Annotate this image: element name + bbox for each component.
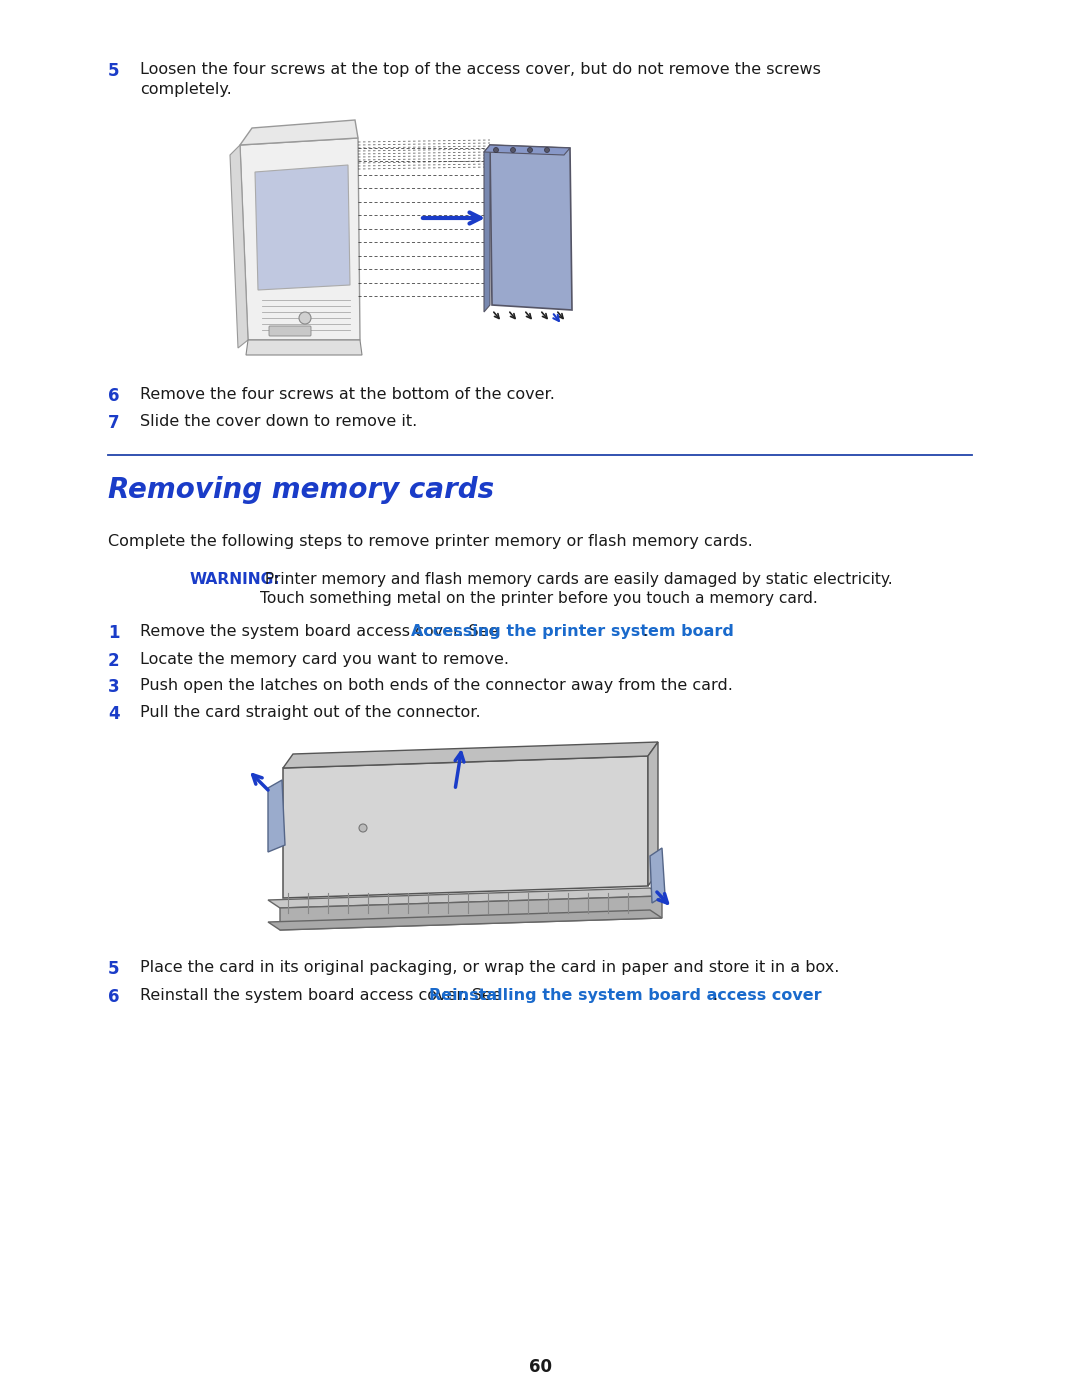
Text: Pull the card straight out of the connector.: Pull the card straight out of the connec… <box>140 705 481 719</box>
Text: Place the card in its original packaging, or wrap the card in paper and store it: Place the card in its original packaging… <box>140 960 839 975</box>
Text: Removing memory cards: Removing memory cards <box>108 476 495 504</box>
Polygon shape <box>230 145 248 348</box>
Text: Complete the following steps to remove printer memory or flash memory cards.: Complete the following steps to remove p… <box>108 534 753 549</box>
Polygon shape <box>255 165 350 291</box>
Polygon shape <box>280 895 662 930</box>
Polygon shape <box>283 742 658 768</box>
Polygon shape <box>240 138 360 339</box>
Polygon shape <box>484 145 570 155</box>
Polygon shape <box>268 909 662 930</box>
Circle shape <box>494 148 499 152</box>
Circle shape <box>299 312 311 324</box>
Text: 6: 6 <box>108 988 120 1006</box>
Text: 5: 5 <box>108 61 120 80</box>
Circle shape <box>511 148 515 152</box>
Circle shape <box>359 824 367 833</box>
Polygon shape <box>246 339 362 355</box>
FancyBboxPatch shape <box>269 326 311 337</box>
Text: 6: 6 <box>108 387 120 405</box>
Polygon shape <box>268 888 662 908</box>
Text: 5: 5 <box>108 960 120 978</box>
Polygon shape <box>650 848 665 902</box>
Text: Printer memory and flash memory cards are easily damaged by static electricity.: Printer memory and flash memory cards ar… <box>260 571 893 587</box>
Text: 3: 3 <box>108 678 120 696</box>
Text: Touch something metal on the printer before you touch a memory card.: Touch something metal on the printer bef… <box>260 591 818 606</box>
Circle shape <box>527 148 532 152</box>
Text: 7: 7 <box>108 414 120 432</box>
Text: Locate the memory card you want to remove.: Locate the memory card you want to remov… <box>140 652 509 666</box>
Text: 2: 2 <box>108 652 120 671</box>
Polygon shape <box>268 780 285 852</box>
Polygon shape <box>648 742 658 886</box>
Text: Loosen the four screws at the top of the access cover, but do not remove the scr: Loosen the four screws at the top of the… <box>140 61 821 77</box>
Text: Reinstalling the system board access cover: Reinstalling the system board access cov… <box>429 988 822 1003</box>
Polygon shape <box>490 145 572 310</box>
Text: Reinstall the system board access cover. See: Reinstall the system board access cover.… <box>140 988 507 1003</box>
Text: Remove the four screws at the bottom of the cover.: Remove the four screws at the bottom of … <box>140 387 555 402</box>
Text: 1: 1 <box>108 624 120 643</box>
Text: Push open the latches on both ends of the connector away from the card.: Push open the latches on both ends of th… <box>140 678 733 693</box>
Polygon shape <box>283 756 648 898</box>
Polygon shape <box>240 120 357 145</box>
Text: WARNING:: WARNING: <box>190 571 281 587</box>
Text: Slide the cover down to remove it.: Slide the cover down to remove it. <box>140 414 417 429</box>
Text: 60: 60 <box>528 1358 552 1376</box>
Text: .: . <box>643 624 647 638</box>
Text: .: . <box>713 988 717 1003</box>
Text: Accessing the printer system board: Accessing the printer system board <box>410 624 733 638</box>
Polygon shape <box>484 145 490 312</box>
Text: completely.: completely. <box>140 82 232 96</box>
Text: Remove the system board access cover. See: Remove the system board access cover. Se… <box>140 624 503 638</box>
Circle shape <box>544 148 550 152</box>
Text: 4: 4 <box>108 705 120 724</box>
